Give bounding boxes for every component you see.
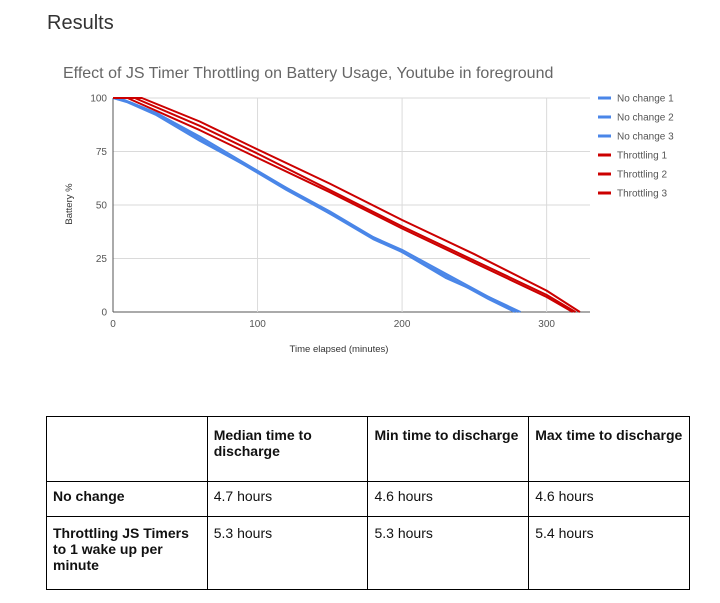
- x-tick-label: 300: [538, 319, 555, 330]
- table-row: Throttling JS Timers to 1 wake up per mi…: [46, 516, 690, 590]
- legend-label: No change 1: [617, 94, 674, 105]
- x-tick-label: 0: [110, 319, 116, 330]
- x-axis-title: Time elapsed (minutes): [290, 344, 389, 355]
- series-line: [112, 97, 519, 313]
- legend-label: Throttling 1: [617, 151, 667, 162]
- chart-legend: No change 1 No change 2 No change 3 Throttl…: [598, 94, 674, 200]
- series-line: [113, 97, 574, 313]
- row-label: No change: [46, 481, 208, 517]
- legend-label: Throttling 3: [617, 189, 667, 200]
- y-tick-label: 25: [96, 254, 108, 265]
- table-cell: 4.7 hours: [206, 481, 369, 517]
- chart-title: Effect of JS Timer Throttling on Battery…: [63, 65, 553, 82]
- y-tick-label: 75: [96, 147, 108, 158]
- y-tick-label: 0: [101, 308, 107, 319]
- table-header-row: Median time to discharge Min time to dis…: [46, 416, 690, 482]
- table-cell: 4.6 hours: [528, 481, 690, 517]
- series-line: [113, 97, 577, 313]
- row-label: Throttling JS Timers to 1 wake up per mi…: [46, 516, 208, 590]
- legend-label: Throttling 2: [617, 170, 667, 181]
- legend-label: No change 2: [617, 113, 674, 124]
- battery-line-chart: Effect of JS Timer Throttling on Battery…: [63, 65, 674, 355]
- y-tick-label: 100: [90, 94, 107, 105]
- table-cell: 4.6 hours: [367, 481, 530, 517]
- chart-series: [112, 97, 581, 313]
- chart-grid: [112, 97, 590, 313]
- y-tick-label: 50: [96, 201, 108, 212]
- series-line: [113, 97, 581, 313]
- legend-label: No change 3: [617, 132, 674, 143]
- table-header-cell: Max time to discharge: [528, 416, 690, 482]
- chart-ticks: 0 25 50 75 100 0 100 200 300: [90, 94, 555, 331]
- table-header-cell: Median time to discharge: [206, 416, 369, 482]
- x-tick-label: 100: [249, 319, 266, 330]
- table-cell: 5.3 hours: [206, 516, 369, 590]
- x-tick-label: 200: [394, 319, 411, 330]
- section-heading: Results: [47, 12, 114, 34]
- table-cell: 5.4 hours: [528, 516, 690, 590]
- y-axis-title: Battery %: [64, 183, 75, 225]
- table-header-cell: Min time to discharge: [367, 416, 530, 482]
- table-cell: 5.3 hours: [367, 516, 530, 590]
- table-row: No change 4.7 hours 4.6 hours 4.6 hours: [46, 481, 690, 517]
- results-table: Median time to discharge Min time to dis…: [46, 416, 690, 590]
- table-header-cell: [46, 416, 208, 482]
